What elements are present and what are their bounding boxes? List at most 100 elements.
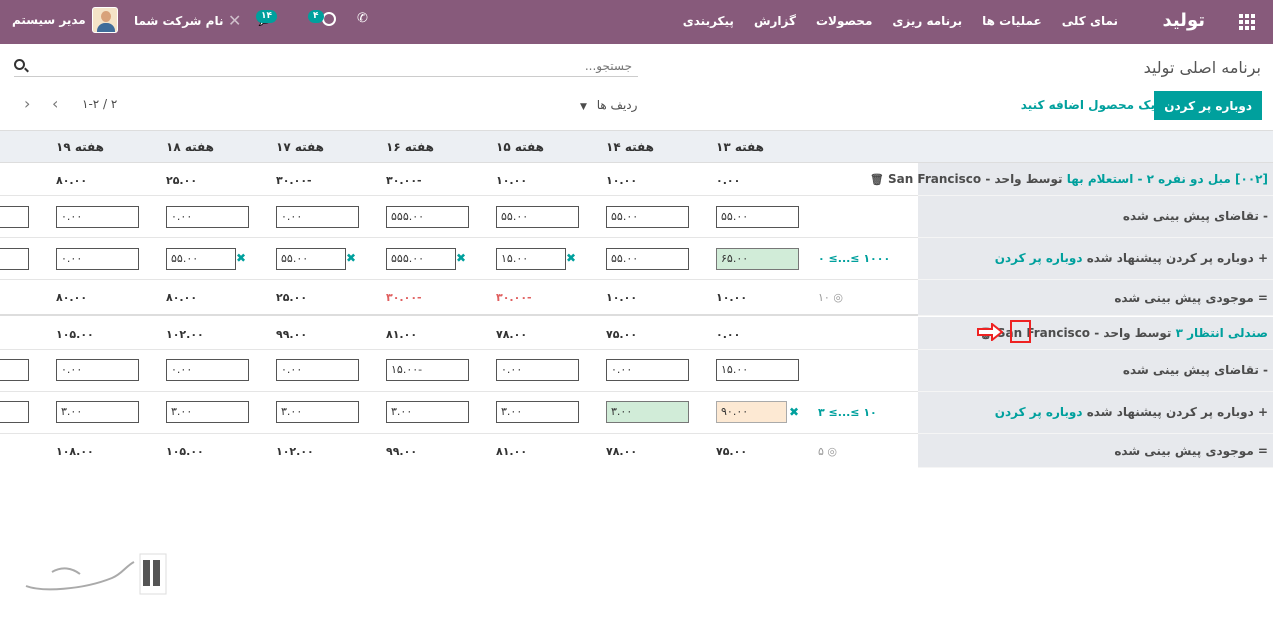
menu-overview[interactable]: نمای کلی: [1061, 14, 1118, 28]
replenish-input[interactable]: [0, 401, 29, 423]
replenish-input[interactable]: ۰.۰۰: [56, 248, 139, 270]
trash-icon[interactable]: 🗑: [869, 173, 884, 186]
replenish-input[interactable]: ۳.۰۰: [56, 401, 139, 423]
replenish-range[interactable]: ۳ ≤...≤ ۱۰: [818, 406, 877, 419]
rows-dropdown[interactable]: ردیف ها ▼: [580, 98, 637, 112]
replenish-link[interactable]: دوباره پر کردن: [994, 251, 1083, 265]
demand-input[interactable]: ۰.۰۰: [276, 359, 359, 381]
arrow-right-icon: [977, 323, 1003, 341]
top-navbar: تولید نمای کلی عملیات ها برنامه ریزی محص…: [0, 0, 1273, 44]
product-title: صندلی انتظار ۳ توسط واحد - San Francisco…: [979, 326, 1268, 340]
replenish-label-cell: + دوباره پر کردن پیشنهاد شده دوباره پر ک…: [918, 238, 1273, 280]
menu-operations[interactable]: عملیات ها: [982, 14, 1042, 28]
replenish-input[interactable]: ۵۵.۰۰: [166, 248, 236, 270]
demand-input[interactable]: ۱۵.۰۰-: [386, 359, 469, 381]
search-bar: [14, 57, 638, 77]
close-icon[interactable]: ✕: [228, 11, 242, 30]
replenish-label-text: + دوباره پر کردن پیشنهاد شده: [1086, 405, 1268, 419]
demand-label-cell: - تقاضای پیش بینی شده: [918, 196, 1273, 238]
demand-input[interactable]: ۰.۰۰: [56, 359, 139, 381]
replenish-input[interactable]: ۹۰.۰۰: [716, 401, 787, 423]
demand-input[interactable]: [0, 206, 29, 228]
demand-input[interactable]: ۰.۰۰: [56, 206, 139, 228]
product-header-label: [۰۰۲] مبل دو نفره ۲ - استعلام بها توسط و…: [870, 163, 1273, 196]
demand-input[interactable]: ۰.۰۰: [276, 206, 359, 228]
search-icon[interactable]: [14, 59, 25, 70]
phone-icon[interactable]: ✆: [357, 11, 368, 26]
replenish-input[interactable]: ۵۵.۰۰: [606, 248, 689, 270]
replenish-input[interactable]: ۵۵.۰۰: [276, 248, 346, 270]
apps-menu-icon[interactable]: [1239, 14, 1255, 30]
pager-value[interactable]: ۱-۲ / ۲: [82, 97, 118, 111]
user-menu[interactable]: مدیر سیستم: [12, 7, 118, 33]
demand-input[interactable]: [0, 359, 29, 381]
app-brand[interactable]: تولید: [1162, 10, 1205, 31]
demand-input[interactable]: ۵۵.۰۰: [606, 206, 689, 228]
replenish-input[interactable]: ۳.۰۰: [606, 401, 689, 423]
replenish-input[interactable]: ۳.۰۰: [386, 401, 469, 423]
reset-x-icon[interactable]: ✖: [566, 251, 577, 265]
demand-row: ۱۵.۰۰ ۰.۰۰ ۰.۰۰ ۱۵.۰۰- ۰.۰۰ ۰.۰۰ ۰.۰۰: [0, 350, 918, 392]
activity-clock-icon[interactable]: [322, 12, 336, 26]
replenish-input[interactable]: ۳.۰۰: [166, 401, 249, 423]
demand-input[interactable]: ۵۵.۰۰: [496, 206, 579, 228]
chevron-left-icon[interactable]: ‹: [52, 94, 59, 113]
week-header: هفته ۱۹: [56, 140, 104, 154]
reset-x-icon[interactable]: ✖: [346, 251, 357, 265]
replenish-input[interactable]: [0, 248, 29, 270]
product-header-row: ۰.۰۰ ۱۰.۰۰ ۱۰.۰۰ ۳۰.۰۰- ۳۰.۰۰- ۲۵.۰۰ ۸۰.…: [0, 163, 918, 196]
safety-stock: ۵ ◎: [818, 445, 837, 458]
target-icon: ◎: [833, 291, 843, 304]
product-name-link[interactable]: صندلی انتظار ۳: [1175, 326, 1268, 340]
replenish-input[interactable]: ۱۵.۰۰: [496, 248, 566, 270]
search-input[interactable]: [32, 57, 632, 75]
chevron-right-icon[interactable]: ›: [24, 94, 31, 113]
product-total: ۱۰۵.۰۰: [56, 328, 94, 341]
replenish-link[interactable]: دوباره پر کردن: [994, 405, 1083, 419]
stock-value: ۸۰.۰۰: [56, 291, 88, 304]
menu-reporting[interactable]: گزارش: [753, 14, 796, 28]
stock-row: ۱۰ ◎ ۱۰.۰۰ ۱۰.۰۰ ۳۰.۰۰- ۳۰.۰۰- ۲۵.۰۰ ۸۰.…: [0, 280, 918, 316]
demand-input[interactable]: ۰.۰۰: [606, 359, 689, 381]
reset-x-icon[interactable]: ✖: [789, 405, 800, 419]
demand-input[interactable]: ۰.۰۰: [496, 359, 579, 381]
menu-products[interactable]: محصولات: [815, 14, 873, 28]
add-product-button[interactable]: یک محصول اضافه کنید: [1020, 98, 1155, 112]
demand-input[interactable]: ۰.۰۰: [166, 359, 249, 381]
demand-label-cell: - تقاضای پیش بینی شده: [918, 350, 1273, 392]
replenish-range[interactable]: ۰ ≤...≤ ۱۰۰۰: [818, 252, 891, 265]
replenish-button[interactable]: دوباره پر کردن: [1154, 91, 1262, 120]
week-header: هفته ۱۷: [276, 140, 324, 154]
replenish-input[interactable]: ۶۵.۰۰: [716, 248, 799, 270]
demand-input[interactable]: ۱۵.۰۰: [716, 359, 799, 381]
stock-label-cell: = موجودی پیش بینی شده: [918, 280, 1273, 316]
replenish-input[interactable]: ۳.۰۰: [496, 401, 579, 423]
safety-stock-value: ۱۰: [818, 291, 830, 304]
product-name-link[interactable]: [۰۰۲] مبل دو نفره ۲ - استعلام بها: [1066, 172, 1268, 186]
highlight-box: [1010, 320, 1031, 343]
product-total: ۳۰.۰۰-: [276, 174, 312, 187]
product-title: [۰۰۲] مبل دو نفره ۲ - استعلام بها توسط و…: [870, 172, 1268, 186]
stock-value: ۷۵.۰۰: [716, 445, 748, 458]
menu-configuration[interactable]: پیکربندی: [682, 14, 734, 28]
replenish-input[interactable]: ۵۵۵.۰۰: [386, 248, 456, 270]
rows-dropdown-label: ردیف ها: [596, 98, 638, 112]
product-total: ۱۰۲.۰۰: [166, 328, 204, 341]
demand-input[interactable]: ۵۵۵.۰۰: [386, 206, 469, 228]
stock-value: ۱۰۵.۰۰: [166, 445, 204, 458]
replenish-row: ۰ ≤...≤ ۱۰۰۰ ۶۵.۰۰ ۵۵.۰۰ ✖ ۱۵.۰۰ ✖ ۵۵۵.۰…: [0, 238, 918, 280]
product-total: ۹۹.۰۰: [276, 328, 308, 341]
demand-input[interactable]: ۰.۰۰: [166, 206, 249, 228]
main-menu: نمای کلی عملیات ها برنامه ریزی محصولات گ…: [683, 14, 1118, 28]
reset-x-icon[interactable]: ✖: [456, 251, 467, 265]
company-switcher[interactable]: نام شرکت شما: [134, 14, 224, 28]
week-header: هفته ۱۸: [166, 140, 214, 154]
product-total: ۱۰.۰۰: [496, 174, 528, 187]
menu-planning[interactable]: برنامه ریزی: [892, 14, 963, 28]
reset-x-icon[interactable]: ✖: [236, 251, 247, 265]
replenish-input[interactable]: ۳.۰۰: [276, 401, 359, 423]
target-icon: ◎: [827, 445, 838, 458]
product-total: ۸۱.۰۰: [386, 328, 418, 341]
demand-input[interactable]: ۵۵.۰۰: [716, 206, 799, 228]
caret-down-icon: ▼: [580, 102, 587, 112]
